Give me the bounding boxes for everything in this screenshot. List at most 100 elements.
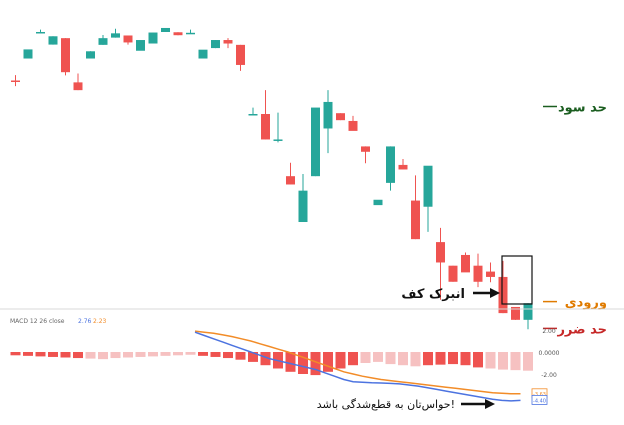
candle-body [348, 120, 358, 131]
macd-histogram-bar [210, 352, 221, 357]
macd-histogram-bar [123, 352, 133, 358]
macd-histogram-bar [135, 352, 146, 357]
candle-body [23, 49, 33, 59]
macd-histogram-bar [223, 352, 233, 359]
macd-histogram-bar [448, 352, 458, 365]
candle-body [173, 32, 183, 36]
macd-histogram-bar [10, 352, 21, 356]
macd-histogram-bar [48, 352, 58, 357]
macd-histogram-bar [260, 352, 271, 366]
candle-body [198, 49, 208, 59]
macd-histogram-bar [348, 352, 358, 366]
candle-body [323, 101, 333, 129]
candle-body [48, 36, 58, 45]
candle-body [273, 139, 283, 141]
macd-histogram-bar [373, 352, 383, 362]
candle-body [523, 303, 533, 320]
macd-line [194, 331, 521, 402]
candle-body [161, 27, 170, 32]
macd-histogram-bar [323, 352, 333, 372]
candle-body [236, 44, 245, 65]
candle-body [411, 200, 420, 240]
candle-body [298, 190, 308, 223]
macd-histogram-bar [435, 352, 446, 365]
candle-body [336, 113, 345, 121]
macd-histogram-bar [85, 352, 96, 359]
macd-histogram-bar [485, 352, 496, 369]
macd-histogram-bar [35, 352, 46, 357]
macd-value-text: -4.40 [533, 398, 546, 404]
macd-axis-tick: 2.00 [542, 328, 556, 335]
candle-body [223, 40, 233, 44]
annotation-arrowhead [490, 288, 500, 298]
macd-histogram-bar [498, 352, 508, 370]
macd-legend-name: MACD 12 26 close [10, 318, 65, 325]
macd-value-tag [531, 394, 548, 405]
candle-body [423, 165, 433, 207]
candle-body [248, 114, 258, 116]
level-label: ورودی [565, 296, 607, 311]
candle-body [473, 265, 483, 282]
annotation-group: انبرک کف [401, 255, 533, 305]
level-label: حد سود [558, 100, 607, 115]
macd-histogram-bar [148, 352, 158, 357]
candle-body [11, 80, 20, 82]
levels-group: حد سود ورودی حد ضرر [543, 100, 607, 337]
macd-histogram-bar [460, 352, 471, 366]
candle-body [311, 107, 320, 177]
macd-legend-value-2: 2.23 [93, 318, 107, 325]
candle-body [486, 271, 495, 277]
pattern-highlight-box [501, 255, 533, 305]
candle-body [448, 265, 458, 282]
macd-histogram-bar [60, 352, 71, 358]
macd-legend-value-1: 2.76 [78, 318, 92, 325]
candle-body [36, 31, 45, 34]
candle-body [436, 242, 445, 263]
macd-histogram-bar [185, 352, 196, 355]
candle-body [498, 276, 508, 314]
macd-group: MACD 12 26 close 2.76 2.23 2.00 0.0000 -2.00 -… [10, 318, 560, 411]
candle-body [123, 35, 133, 43]
macd-histogram-bar [523, 352, 533, 371]
candle-body [261, 114, 270, 140]
crossover-arrowhead [485, 399, 495, 409]
candle-body [511, 306, 520, 320]
candle-body [398, 164, 408, 170]
candle-body [148, 32, 158, 44]
candle-body [73, 82, 83, 91]
candle-body [211, 40, 220, 49]
candle-body [61, 38, 70, 73]
macd-histogram-bar [198, 352, 208, 356]
macd-histogram-bar [410, 352, 421, 367]
macd-histogram-bar [23, 352, 33, 356]
macd-histogram-bar [285, 352, 296, 372]
candle-body [186, 32, 195, 35]
candle-body [461, 254, 470, 273]
macd-histogram-bar [173, 352, 183, 356]
macd-histogram-bar [510, 352, 521, 371]
crossover-annotation: حواس‌تان به قطع‌شدگی باشد! [317, 398, 455, 411]
candle-body [361, 146, 370, 152]
signal-value-text: -3.63 [533, 392, 546, 398]
candle-body [136, 40, 145, 51]
macd-histogram-bar [473, 352, 483, 368]
macd-histogram-bar [98, 352, 108, 360]
macd-axis-tick: 0.0000 [539, 350, 560, 357]
candle-body [286, 176, 295, 185]
candle-body [373, 199, 383, 206]
candle-body [111, 33, 120, 38]
candle-body [386, 146, 395, 183]
macd-histogram-bar [385, 352, 396, 365]
candle-body [98, 38, 108, 45]
macd-histogram-bar [335, 352, 346, 369]
macd-histogram-bar [423, 352, 433, 366]
macd-histogram-bar [310, 352, 321, 376]
pattern-annotation: انبرک کف [401, 287, 465, 302]
macd-histogram-bar [398, 352, 408, 366]
level-label: حد ضرر [556, 322, 607, 337]
candles-group [11, 27, 533, 330]
macd-histogram-bar [248, 352, 258, 362]
candle-body [86, 51, 95, 59]
